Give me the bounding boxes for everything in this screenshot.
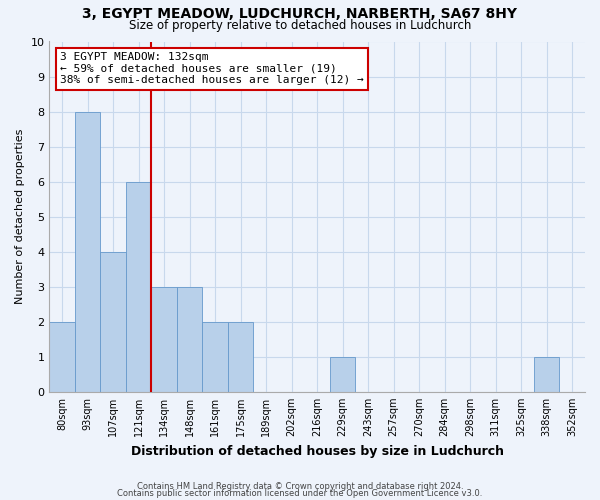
Text: Contains public sector information licensed under the Open Government Licence v3: Contains public sector information licen… [118,489,482,498]
Bar [49,322,75,392]
Y-axis label: Number of detached properties: Number of detached properties [15,129,25,304]
Bar [330,357,355,392]
Text: 3 EGYPT MEADOW: 132sqm
← 59% of detached houses are smaller (19)
38% of semi-det: 3 EGYPT MEADOW: 132sqm ← 59% of detached… [60,52,364,85]
Bar [151,286,177,392]
Bar [177,286,202,392]
Bar [100,252,126,392]
Bar [75,112,100,392]
X-axis label: Distribution of detached houses by size in Ludchurch: Distribution of detached houses by size … [131,444,504,458]
Bar [202,322,228,392]
Bar [126,182,151,392]
Bar [228,322,253,392]
Bar [534,357,559,392]
Text: 3, EGYPT MEADOW, LUDCHURCH, NARBERTH, SA67 8HY: 3, EGYPT MEADOW, LUDCHURCH, NARBERTH, SA… [83,8,517,22]
Text: Size of property relative to detached houses in Ludchurch: Size of property relative to detached ho… [129,18,471,32]
Text: Contains HM Land Registry data © Crown copyright and database right 2024.: Contains HM Land Registry data © Crown c… [137,482,463,491]
